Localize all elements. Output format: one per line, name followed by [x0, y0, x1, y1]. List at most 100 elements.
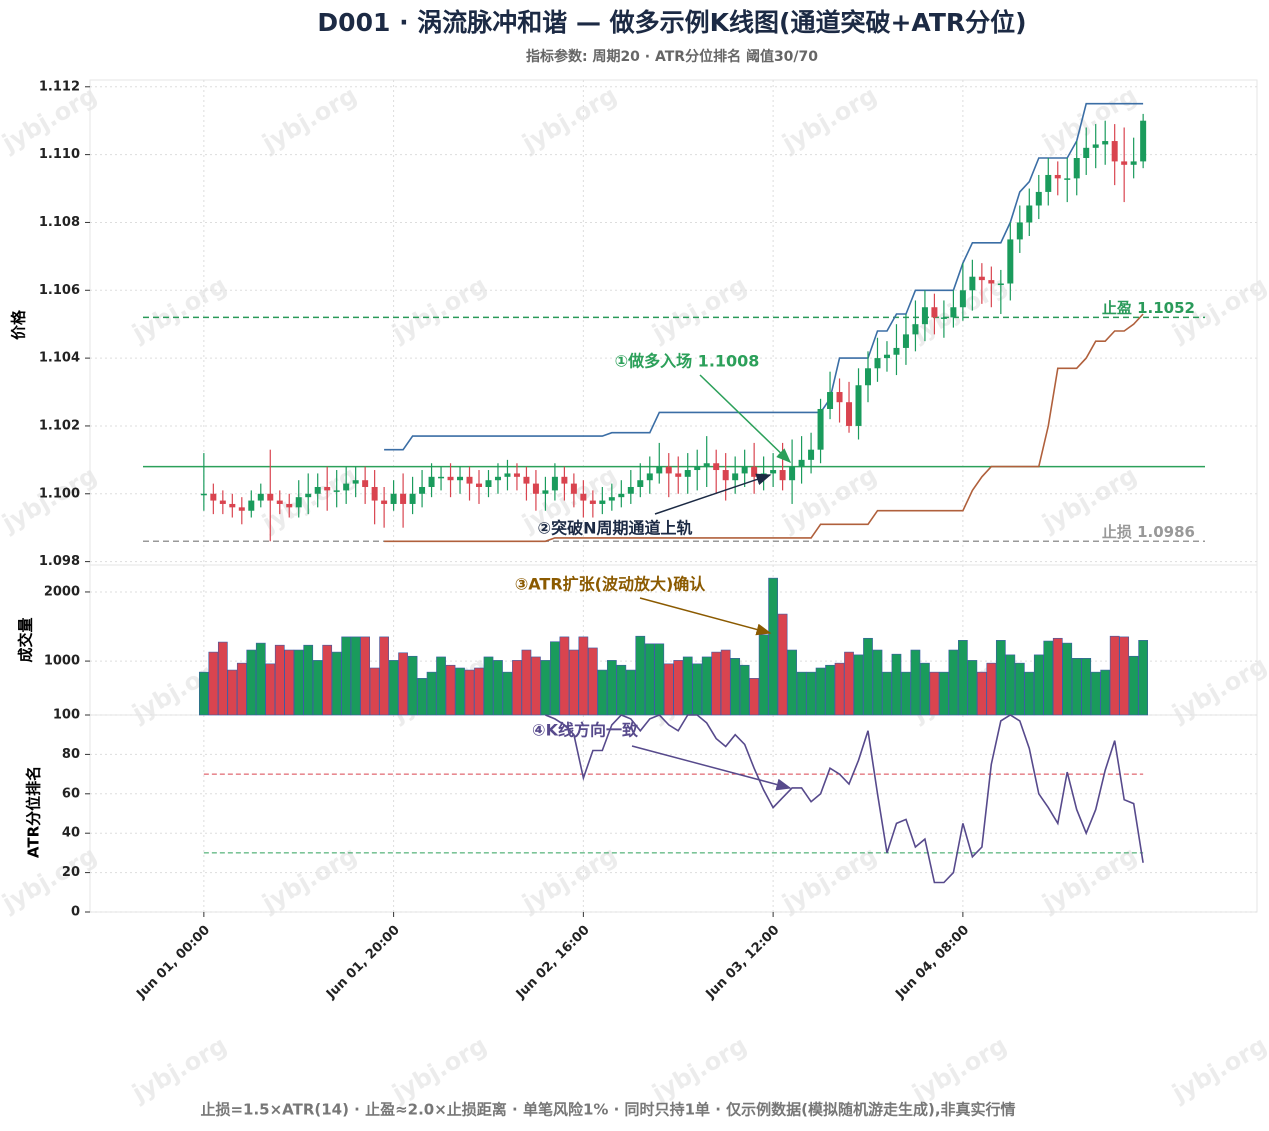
- candle-body: [532, 483, 539, 494]
- volume-bar: [559, 636, 570, 716]
- footer-note: 止损=1.5×ATR(14) · 止盈≈2.0×止损距离 · 单笔风险1% · …: [200, 1101, 1015, 1119]
- candle-body: [229, 503, 236, 508]
- y-tick-label: 20: [62, 865, 80, 880]
- watermark: jybj.org: [387, 1031, 492, 1108]
- volume-bar: [768, 577, 778, 716]
- candle-body: [1083, 147, 1090, 159]
- candle-body: [1092, 144, 1099, 148]
- candle-body: [1121, 161, 1128, 165]
- volume-bar: [208, 651, 219, 716]
- candle-body: [675, 473, 682, 477]
- volume-bar: [910, 649, 921, 716]
- volume-bar: [417, 678, 427, 716]
- candle-body: [1054, 174, 1061, 179]
- chart-subtitle: 指标参数: 周期20 · ATR分位排名 阈值30/70: [526, 48, 818, 65]
- volume-bar: [1014, 662, 1025, 716]
- candle-body: [238, 507, 245, 511]
- candle-body: [352, 480, 359, 484]
- volume-bar: [350, 636, 361, 716]
- candle-body: [457, 476, 464, 481]
- candle-body: [513, 473, 520, 477]
- volume-bar: [606, 660, 617, 716]
- candle-body: [722, 470, 729, 481]
- watermark: jybj.org: [1167, 1031, 1269, 1108]
- watermark: jybj.org: [517, 81, 622, 158]
- y-axis-label: 价格: [10, 309, 28, 340]
- candle-body: [1016, 222, 1023, 240]
- channel-upper: [384, 102, 1144, 451]
- volume-bar: [246, 649, 257, 716]
- volume-bar: [711, 651, 722, 716]
- volume-bar: [758, 634, 769, 716]
- volume-bar: [1033, 654, 1044, 716]
- candle-body: [485, 480, 492, 487]
- x-tick-label: Jun 02, 16:00: [513, 923, 593, 1003]
- candle-body: [1035, 191, 1042, 206]
- volume-bar: [569, 649, 579, 716]
- volume-bar: [483, 656, 494, 716]
- candle-body: [561, 476, 568, 484]
- volume-bar: [331, 651, 342, 716]
- volume-bar: [398, 652, 408, 716]
- volume-bar: [436, 656, 446, 716]
- volume-bar: [502, 671, 513, 716]
- candle-body: [893, 347, 900, 355]
- volume-bar: [834, 662, 845, 716]
- candle-body: [305, 493, 312, 498]
- volume-bar: [597, 669, 608, 716]
- volume-bar: [777, 613, 788, 716]
- volume-bar: [663, 663, 674, 716]
- volume-bar: [654, 643, 665, 716]
- volume-bar: [1024, 671, 1035, 716]
- y-tick-label: 1.102: [39, 418, 80, 433]
- annotation-arrow: [654, 473, 772, 515]
- annotation-arrow: [699, 374, 792, 464]
- y-tick-label: 1.100: [39, 486, 80, 501]
- candle-body: [817, 408, 824, 450]
- annotation: ②突破N周期通道上轨: [538, 519, 693, 538]
- volume-bar: [312, 660, 323, 716]
- chart-title: D001 · 涡流脉冲和谐 — 做多示例K线图(通道突破+ATR分位): [317, 8, 1026, 37]
- volume-bar: [293, 649, 304, 716]
- candle-body: [808, 449, 815, 460]
- watermark: jybj.org: [777, 81, 882, 158]
- volume-bar: [720, 649, 731, 716]
- watermark: jybj.org: [127, 271, 232, 348]
- candle-body: [874, 358, 881, 369]
- candle-body: [438, 476, 445, 479]
- volume-bar: [891, 653, 902, 716]
- volume-bar: [1043, 640, 1054, 716]
- take-profit-label: 止盈 1.1052: [1102, 299, 1195, 317]
- y-tick-label: 1.098: [39, 554, 80, 569]
- channel-lower: [384, 313, 1144, 543]
- y-tick-label: 80: [62, 747, 80, 762]
- y-tick-label: 1.112: [39, 79, 80, 94]
- watermark: jybj.org: [127, 1031, 232, 1108]
- annotation-arrow: [639, 597, 772, 636]
- candle-body: [751, 466, 758, 477]
- y-tick-label: 1.108: [39, 215, 80, 230]
- volume-bar: [512, 660, 522, 716]
- volume-bar: [635, 635, 646, 716]
- volume-bar: [616, 664, 627, 716]
- volume-bar: [929, 671, 940, 716]
- candle-body: [988, 280, 995, 284]
- volume-bar: [1052, 637, 1063, 716]
- volume-bar: [863, 637, 873, 716]
- candle-body: [978, 276, 985, 281]
- volume-bar: [796, 671, 807, 716]
- candle-body: [646, 473, 653, 481]
- candle-body: [1045, 174, 1052, 192]
- candle-body: [1026, 205, 1033, 223]
- volume-bar: [853, 654, 864, 716]
- y-tick-label: 0: [71, 905, 80, 920]
- candle-body: [798, 459, 805, 467]
- volume-bar: [1005, 654, 1016, 716]
- candle-body: [447, 476, 454, 481]
- candle-body: [902, 334, 909, 348]
- volume-bar: [540, 660, 551, 716]
- volume-bar: [986, 662, 997, 716]
- stop-loss-label: 止损 1.0986: [1102, 523, 1195, 541]
- candle-body: [257, 493, 264, 501]
